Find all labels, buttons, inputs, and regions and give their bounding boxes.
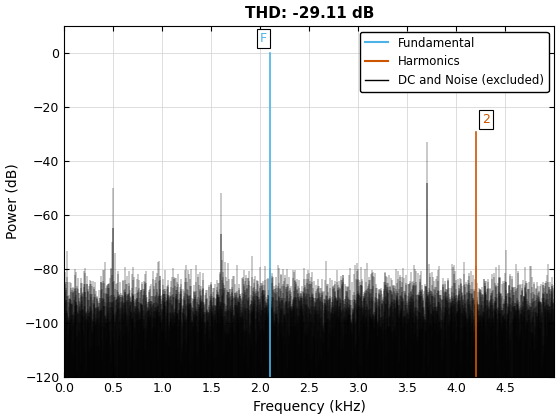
Harmonics	[473, 129, 479, 134]
Title: THD: -29.11 dB: THD: -29.11 dB	[245, 5, 374, 21]
X-axis label: Frequency (kHz): Frequency (kHz)	[253, 400, 366, 415]
Text: 2: 2	[482, 113, 490, 126]
Y-axis label: Power (dB): Power (dB)	[6, 163, 20, 239]
Harmonics	[473, 375, 479, 380]
Text: F: F	[260, 32, 267, 45]
Legend: Fundamental, Harmonics, DC and Noise (excluded): Fundamental, Harmonics, DC and Noise (ex…	[360, 32, 549, 92]
